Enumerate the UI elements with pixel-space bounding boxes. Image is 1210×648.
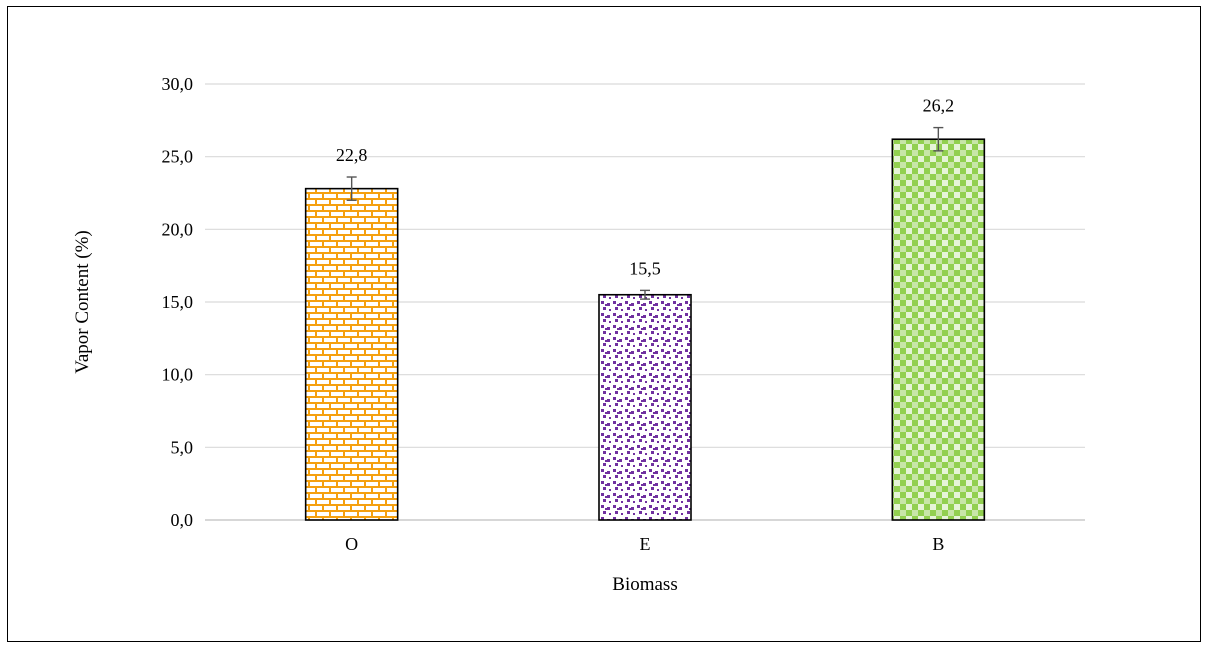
x-tick-label: E (640, 534, 651, 554)
y-tick-label: 25,0 (162, 147, 194, 167)
bar-e (598, 293, 692, 521)
bar-o (304, 187, 399, 521)
y-tick-label: 15,0 (162, 292, 194, 312)
error-bar (640, 289, 650, 300)
x-tick-label: B (932, 534, 944, 554)
y-tick-label: 0,0 (171, 510, 194, 530)
data-label: 22,8 (336, 145, 368, 165)
y-tick-label: 5,0 (171, 437, 194, 457)
y-tick-label: 20,0 (162, 219, 194, 239)
x-tick-label: O (345, 534, 358, 554)
y-tick-label: 10,0 (162, 365, 194, 385)
x-axis-title: Biomass (612, 574, 677, 595)
labels: 0,0 5,0 10,0 15,0 20,0 25,0 30,0 22,8 O 15,5 E 26,2… (162, 74, 955, 554)
bar-b (891, 138, 986, 521)
bars (304, 126, 986, 521)
data-label: 26,2 (923, 96, 955, 116)
error-bar (933, 126, 944, 152)
error-bar (346, 176, 357, 201)
y-axis-title: Vapor Content (%) (72, 230, 93, 374)
data-label: 15,5 (629, 258, 661, 278)
y-tick-label: 30,0 (162, 74, 194, 94)
